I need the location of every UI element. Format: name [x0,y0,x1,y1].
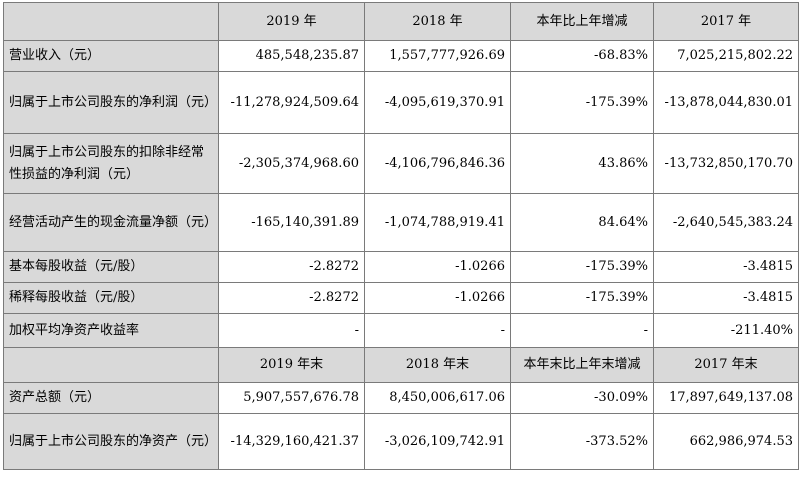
row-label: 归属于上市公司股东的扣除非经常性损益的净利润（元） [3,133,219,194]
value-cell: -2,305,374,968.60 [218,133,365,194]
value-cell: 662,986,974.53 [653,413,799,470]
header-cell: 本年末比上年末增减 [510,347,654,383]
value-cell: -68.83% [510,40,654,72]
financial-summary-table: 2019 年 2018 年 本年比上年增减 2017 年 营业收入（元） 485… [3,2,799,470]
value-cell: - [364,313,511,348]
table-row: 加权平均净资产收益率 - - - -211.40% [3,313,799,348]
value-cell: -2.8272 [218,282,365,314]
header-cell: 2018 年末 [364,347,511,383]
value-cell: -3,026,109,742.91 [364,413,511,470]
header-cell: 2017 年末 [653,347,799,383]
value-cell: 43.86% [510,133,654,194]
table-row: 资产总额（元） 5,907,557,676.78 8,450,006,617.0… [3,382,799,414]
table-row: 经营活动产生的现金流量净额（元） -165,140,391.89 -1,074,… [3,193,799,252]
table-row: 归属于上市公司股东的净利润（元） -11,278,924,509.64 -4,0… [3,71,799,134]
table-row: 营业收入（元） 485,548,235.87 1,557,777,926.69 … [3,40,799,72]
header-cell: 本年比上年增减 [510,2,654,41]
row-label: 归属于上市公司股东的净利润（元） [3,71,219,134]
value-cell: -175.39% [510,71,654,134]
value-cell: 5,907,557,676.78 [218,382,365,414]
value-cell: -30.09% [510,382,654,414]
row-label: 资产总额（元） [3,382,219,414]
row-label: 归属于上市公司股东的净资产（元） [3,413,219,470]
value-cell: -175.39% [510,282,654,314]
value-cell: -14,329,160,421.37 [218,413,365,470]
value-cell: -1.0266 [364,251,511,283]
header-cell [3,347,219,383]
header-cell: 2019 年末 [218,347,365,383]
row-label: 加权平均净资产收益率 [3,313,219,348]
value-cell: -1,074,788,919.41 [364,193,511,252]
row-label: 经营活动产生的现金流量净额（元） [3,193,219,252]
row-label: 基本每股收益（元/股） [3,251,219,283]
value-cell: 7,025,215,802.22 [653,40,799,72]
header-cell: 2019 年 [218,2,365,41]
value-cell: -373.52% [510,413,654,470]
header-row-annual: 2019 年 2018 年 本年比上年增减 2017 年 [3,2,799,41]
table-row: 归属于上市公司股东的净资产（元） -14,329,160,421.37 -3,0… [3,413,799,470]
value-cell: -13,732,850,170.70 [653,133,799,194]
value-cell: -11,278,924,509.64 [218,71,365,134]
table-row: 归属于上市公司股东的扣除非经常性损益的净利润（元） -2,305,374,968… [3,133,799,194]
table-row: 基本每股收益（元/股） -2.8272 -1.0266 -175.39% -3.… [3,251,799,283]
value-cell: -175.39% [510,251,654,283]
header-row-year-end: 2019 年末 2018 年末 本年末比上年末增减 2017 年末 [3,347,799,383]
value-cell: -4,095,619,370.91 [364,71,511,134]
value-cell: 84.64% [510,193,654,252]
value-cell: -4,106,796,846.36 [364,133,511,194]
value-cell: -165,140,391.89 [218,193,365,252]
value-cell: -2.8272 [218,251,365,283]
header-cell: 2017 年 [653,2,799,41]
value-cell: 17,897,649,137.08 [653,382,799,414]
row-label: 稀释每股收益（元/股） [3,282,219,314]
value-cell: -13,878,044,830.01 [653,71,799,134]
value-cell: 1,557,777,926.69 [364,40,511,72]
value-cell: -211.40% [653,313,799,348]
value-cell: 8,450,006,617.06 [364,382,511,414]
table-row: 稀释每股收益（元/股） -2.8272 -1.0266 -175.39% -3.… [3,282,799,314]
value-cell: -3.4815 [653,251,799,283]
value-cell: 485,548,235.87 [218,40,365,72]
row-label: 营业收入（元） [3,40,219,72]
value-cell: - [510,313,654,348]
value-cell: - [218,313,365,348]
header-cell [3,2,219,41]
value-cell: -3.4815 [653,282,799,314]
value-cell: -1.0266 [364,282,511,314]
header-cell: 2018 年 [364,2,511,41]
value-cell: -2,640,545,383.24 [653,193,799,252]
